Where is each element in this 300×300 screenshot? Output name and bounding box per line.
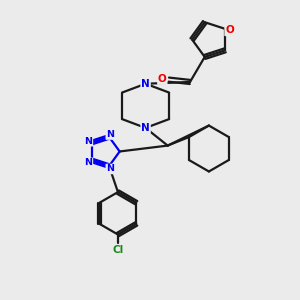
Text: N: N [84, 158, 92, 167]
Text: N: N [106, 130, 114, 139]
Text: N: N [84, 137, 92, 146]
Text: O: O [225, 25, 234, 35]
Text: N: N [141, 79, 150, 89]
Text: Cl: Cl [112, 245, 124, 255]
Text: N: N [141, 123, 150, 133]
Text: O: O [158, 74, 167, 84]
Text: N: N [106, 164, 114, 173]
